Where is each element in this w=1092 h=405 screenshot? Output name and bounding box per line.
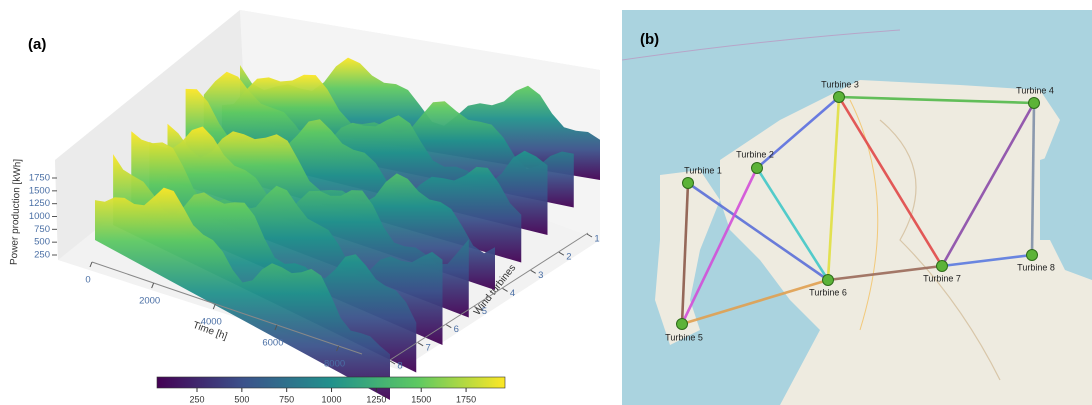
turbine-label: Turbine 3 xyxy=(821,79,859,89)
turbine-label: Turbine 8 xyxy=(1017,262,1055,272)
colorbar-tick-label: 1250 xyxy=(366,394,386,404)
y-tick-label: 5 xyxy=(482,306,487,317)
colorbar-tick-label: 1500 xyxy=(411,394,431,404)
figure: (a) Power production [kWh] Time [h] Wind… xyxy=(0,0,1092,405)
turbine-node xyxy=(823,275,834,286)
turbine-label: Turbine 5 xyxy=(665,332,703,342)
z-axis-label: Power production [kWh] xyxy=(9,159,24,266)
turbine-label: Turbine 7 xyxy=(923,273,961,283)
z-tick-label: 250 xyxy=(34,250,50,261)
turbine-node xyxy=(1029,98,1040,109)
y-tick-label: 3 xyxy=(538,270,543,281)
y-tick-label: 1 xyxy=(594,234,599,245)
z-tick-label: 500 xyxy=(34,237,50,248)
turbine-node xyxy=(683,178,694,189)
colorbar-tick-label: 750 xyxy=(279,394,294,404)
z-tick-label: 1750 xyxy=(29,173,50,184)
y-tick-label: 2 xyxy=(566,252,571,263)
colorbar-tick-label: 500 xyxy=(234,394,249,404)
y-tick-label: 8 xyxy=(397,361,402,372)
x-tick-label: 8000 xyxy=(324,359,345,370)
colorbar xyxy=(157,377,505,388)
y-tick-label: 7 xyxy=(425,342,430,353)
turbine-node xyxy=(937,261,948,272)
turbine-node xyxy=(677,319,688,330)
turbine-label: Turbine 4 xyxy=(1016,85,1054,95)
x-tick-label: 6000 xyxy=(262,338,283,349)
colorbar-tick-label: 250 xyxy=(189,394,204,404)
colorbar-tick-label: 1750 xyxy=(456,394,476,404)
z-tick-label: 1000 xyxy=(29,211,50,222)
panel-label: (a) xyxy=(28,36,46,53)
panel-label: (b) xyxy=(640,31,659,48)
turbine-node xyxy=(752,163,763,174)
colorbar-tick-label: 1000 xyxy=(322,394,342,404)
y-tick-label: 6 xyxy=(454,324,459,335)
x-tick-label: 4000 xyxy=(201,317,222,328)
y-tick-label: 4 xyxy=(510,288,515,299)
z-tick-label: 1500 xyxy=(29,185,50,196)
turbine-label: Turbine 6 xyxy=(809,287,847,297)
turbine-node xyxy=(1027,250,1038,261)
map xyxy=(622,10,1092,405)
z-tick-label: 1250 xyxy=(29,198,50,209)
turbine-node xyxy=(834,92,845,103)
x-tick-label: 2000 xyxy=(139,296,160,307)
x-tick-label: 0 xyxy=(85,275,90,286)
turbine-label: Turbine 1 xyxy=(684,165,722,175)
turbine-label: Turbine 2 xyxy=(736,149,774,159)
z-tick-label: 750 xyxy=(34,224,50,235)
